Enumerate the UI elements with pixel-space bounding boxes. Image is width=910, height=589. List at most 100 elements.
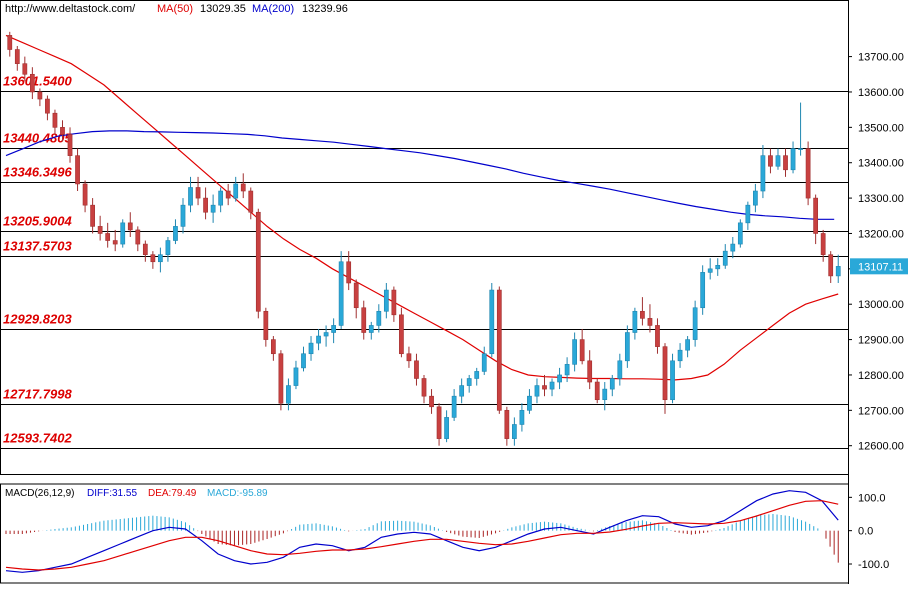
candle-body [338, 261, 344, 326]
candle-body [542, 385, 547, 390]
price-tick-label: 12600.00 [858, 441, 904, 453]
candle-body [444, 417, 449, 439]
ma200-line [5, 130, 835, 220]
candle-body [753, 190, 758, 206]
level-label: 13205.9004 [3, 214, 72, 229]
candle-body [745, 204, 751, 224]
candle-body [150, 254, 156, 263]
candle-body [805, 148, 811, 199]
candle-body [37, 91, 43, 100]
candle-body [97, 226, 103, 234]
candle-body [60, 127, 65, 135]
candle-body [45, 98, 50, 114]
candle-body [29, 73, 35, 93]
candle-body [67, 134, 73, 156]
candle-body [534, 385, 540, 397]
candle-body [700, 272, 706, 309]
macd-dea-line [5, 500, 839, 571]
candle-body [760, 155, 766, 192]
candle-body [316, 335, 321, 344]
price-tick-label: 12800.00 [858, 370, 904, 382]
candle-body [293, 367, 299, 386]
candle-body [301, 353, 306, 369]
candle-body [429, 395, 434, 408]
candle-body [436, 406, 442, 439]
candle-body [489, 289, 495, 355]
candle-body [730, 243, 736, 252]
price-tick-label: 13600.00 [858, 87, 904, 99]
candle-body [459, 385, 465, 397]
candle-body [278, 353, 284, 404]
candle-body [835, 266, 841, 277]
ma50-label: MA(50) [157, 3, 193, 15]
candle-body [579, 339, 585, 362]
candle-body [368, 325, 374, 333]
candle-body [685, 339, 690, 351]
candle-body [640, 310, 645, 319]
candle-body [466, 378, 472, 386]
level-label: 13346.3496 [3, 165, 72, 180]
price-tick-label: 13300.00 [858, 193, 904, 205]
ma200-value: 13239.96 [302, 3, 348, 15]
macd-label: MACD(26,12,9) [5, 488, 74, 499]
price-tick-label: 13400.00 [858, 158, 904, 170]
macd-dea-label: DEA:79.49 [148, 488, 197, 499]
level-label: 13601.5400 [3, 74, 72, 89]
candle-body [474, 371, 480, 379]
candle-body [263, 310, 269, 340]
candle-body [135, 229, 141, 245]
candle-body [564, 364, 570, 376]
candle-body [383, 289, 389, 312]
ma50-line [5, 34, 839, 381]
candle-body [617, 360, 623, 379]
candle-body [519, 410, 525, 425]
candle-body [82, 183, 88, 206]
candle-body [655, 325, 660, 347]
price-panel [0, 0, 849, 475]
candle-body [22, 63, 28, 75]
macd-tick-label: 0.0 [858, 526, 873, 538]
candle-body [255, 211, 261, 312]
candle-body [677, 349, 683, 362]
level-label: 12929.8203 [3, 312, 72, 327]
candle-body [572, 339, 578, 365]
level-label: 12717.7998 [3, 387, 72, 402]
candle-body [828, 254, 834, 277]
ma200-label: MA(200) [252, 3, 294, 15]
candle-body [195, 187, 201, 199]
candle-body [7, 35, 13, 50]
header-url[interactable]: http://www.deltastock.com/ [5, 3, 136, 15]
candle-body [549, 381, 555, 390]
current-price-label: 13107.11 [858, 261, 903, 273]
candle-body [707, 268, 713, 273]
ma50-value: 13029.35 [200, 3, 246, 15]
candle-body [451, 395, 457, 418]
candle-body [391, 289, 397, 316]
macd-tick-label: 100.0 [858, 492, 886, 504]
candle-body [775, 155, 781, 167]
price-tick-label: 13000.00 [858, 299, 904, 311]
candle-body [414, 360, 419, 379]
price-tick-label: 13700.00 [858, 52, 904, 64]
candle-body [218, 190, 224, 206]
candle-body [768, 155, 773, 167]
candle-body [233, 183, 239, 199]
candle-body [692, 307, 698, 340]
macd-diff-label: DIFF:31.55 [87, 488, 137, 499]
candle-body [662, 346, 668, 401]
candle-body [120, 222, 126, 245]
candle-body [52, 112, 58, 128]
candle-body [376, 310, 382, 326]
candle-body [165, 240, 171, 255]
macd-diff-line [5, 490, 839, 573]
candle-body [331, 325, 336, 333]
candle-body [158, 254, 163, 263]
candle-body [594, 381, 600, 401]
candle-body [587, 360, 593, 383]
candle-body [240, 183, 246, 192]
candle-body [399, 314, 404, 355]
candle-body [127, 222, 133, 231]
candle-body [602, 388, 608, 401]
